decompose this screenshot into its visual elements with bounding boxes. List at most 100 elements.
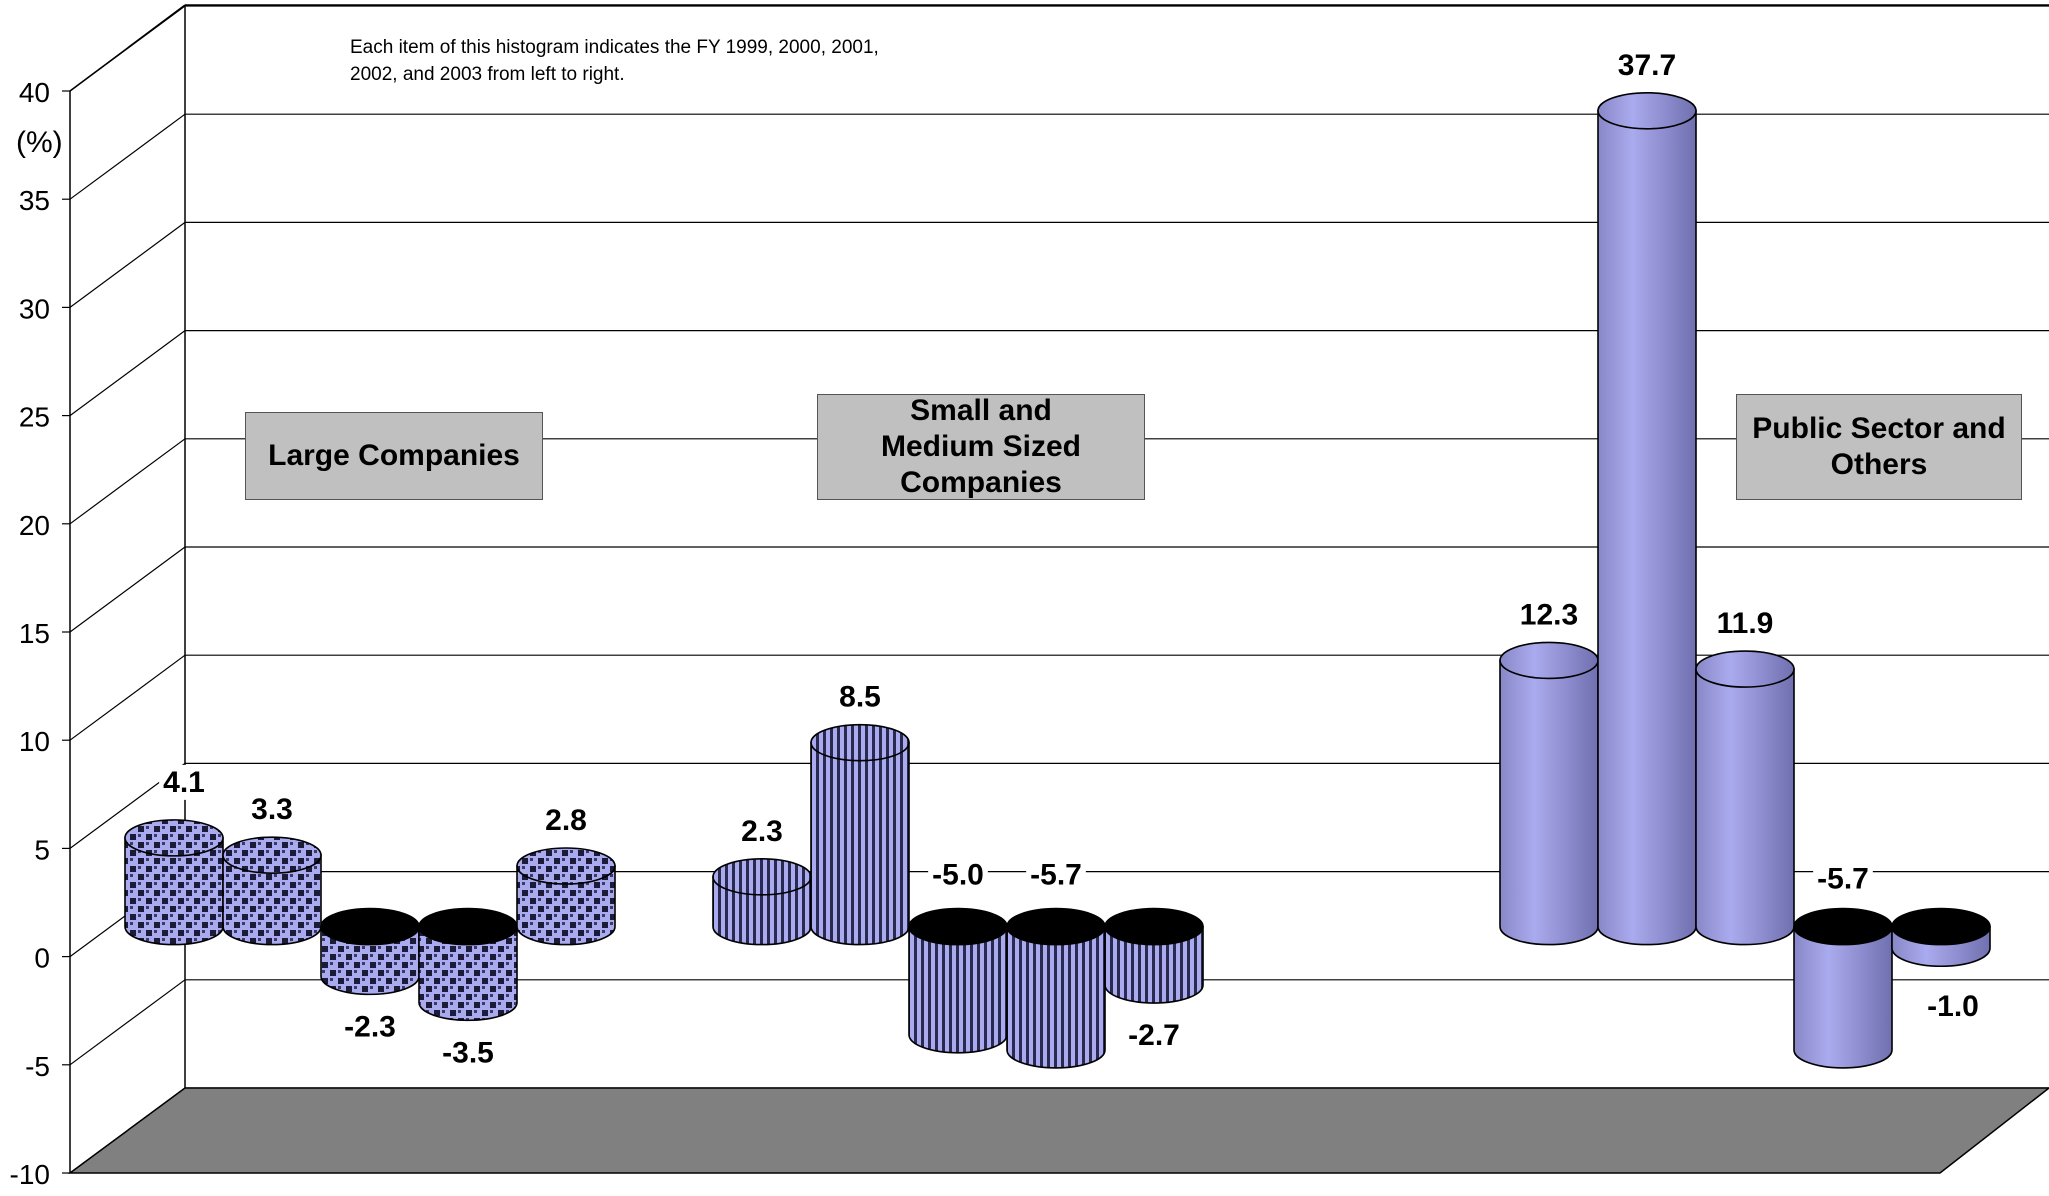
bar-group-0: 4.1 3.3 -2.3 -3.5 2.8 [124,764,616,1071]
bar-body [1104,925,1204,1004]
bar-top [1793,907,1893,946]
bar-value-label: -3.5 [442,1036,494,1069]
bar-body [1793,925,1893,1069]
bar-value-label-bg [247,792,297,828]
bar: 12.3 [1499,597,1599,946]
bar-group-1: 2.3 8.5 -5.0 -5.7 -2.7 [712,679,1204,1069]
bar-top [1104,907,1204,946]
bar-group-2: 12.3 37.7 11.9 -5.7 -1.0 [1499,47,1991,1069]
bar-body [1006,925,1106,1069]
bar-value-label: 3.3 [251,793,293,826]
y-tick-label: 0 [34,943,50,974]
y-axis-label: (%) [16,126,63,159]
bar-body [320,925,420,996]
bar: -2.3 [320,907,420,1045]
bar-body [222,854,322,946]
bar: -5.0 [908,857,1008,1054]
bar-value-label-bg [1712,606,1778,642]
bar-value-label: -5.7 [1817,863,1869,896]
bar: -2.7 [1104,907,1204,1054]
bar: 8.5 [810,679,910,946]
bar: 37.7 [1597,47,1697,946]
bar-top [320,907,420,946]
bar-body [124,837,224,946]
bar: 2.3 [712,813,812,946]
bar-top [516,847,616,885]
chart-note: Each item of this histogram indicates th… [350,37,879,85]
bar-top [712,858,812,896]
bar-top [1597,91,1697,130]
y-tick-label: -10 [10,1159,50,1190]
bar-body [516,865,616,946]
bar-value-label: 37.7 [1618,49,1676,82]
gridline-side [69,438,186,525]
bar-value-label-bg [1124,1018,1184,1054]
bar-body [418,925,518,1022]
y-tick-label: 10 [19,726,50,757]
bar-value-label-bg [1923,989,1983,1025]
bar-value-label: -2.3 [344,1010,396,1043]
bar-top [1891,907,1991,946]
gridline-side [69,979,186,1066]
bar: 2.8 [516,803,616,946]
group-label-sme-text: Small and Medium Sized Companies [880,394,1082,499]
bar-value-label-bg [1813,861,1873,897]
y-tick-label: -5 [25,1051,50,1082]
bar-value-label: 11.9 [1717,607,1774,640]
bar-value-label: -1.0 [1927,990,1979,1023]
gridline-side [69,330,186,417]
bar-top [1695,650,1795,688]
bar: -1.0 [1891,907,1991,1025]
y-tick-label: 15 [19,618,50,649]
y-tick-label: 30 [19,293,50,324]
bar-top [1499,641,1599,680]
bar-top [908,907,1008,946]
group-label-public-text: Public Sector and Others [1752,412,2006,481]
gridline-side [69,654,186,741]
bar: 11.9 [1695,606,1795,946]
bar: 3.3 [222,792,322,946]
bar-value-label: -5.0 [932,859,984,892]
gridline-side [69,113,186,200]
bar-value-label-bg [1026,857,1086,893]
bar-value-label: 12.3 [1520,598,1578,631]
bar-body [1499,659,1599,946]
bar-body [908,925,1008,1054]
bar: -5.7 [1006,857,1106,1069]
bar-value-label-bg [541,803,591,839]
chart-floor [67,1087,2049,1174]
bar-body [1695,668,1795,946]
y-tick-label: 5 [34,834,50,865]
bar-value-label-bg [737,813,787,849]
bar-value-label: -5.7 [1030,859,1082,892]
bar-value-label-bg [835,679,885,715]
bar-top [810,723,910,762]
bar-top [418,907,518,946]
bar-body [1597,109,1697,946]
group-label-large: Large Companies [245,412,543,500]
group-label-public: Public Sector and Others [1736,394,2022,500]
bar-value-label: -2.7 [1128,1019,1180,1052]
bar-value-label-bg [1613,47,1681,83]
bar-top [1006,907,1106,946]
gridline-side [69,546,186,633]
bar-value-label-bg [928,857,988,893]
side-wall-top [69,4,186,92]
bar-value-label-bg [340,1009,400,1045]
bar: 4.1 [124,764,224,946]
y-tick-label: 25 [19,402,50,433]
group-label-sme: Small and Medium Sized Companies [817,394,1145,500]
y-tick-label: 20 [19,510,50,541]
bar-value-label: 2.3 [741,815,783,848]
bar-value-label: 2.8 [545,804,587,837]
y-tick-label: 35 [19,185,50,216]
bar-value-label-bg [1515,597,1583,633]
bar-value-label: 4.1 [163,766,205,799]
bar-value-label: 8.5 [839,681,881,714]
group-label-large-text: Large Companies [268,439,520,472]
bar: -3.5 [418,907,518,1071]
bar: -5.7 [1793,861,1893,1069]
bar-body [810,741,910,946]
